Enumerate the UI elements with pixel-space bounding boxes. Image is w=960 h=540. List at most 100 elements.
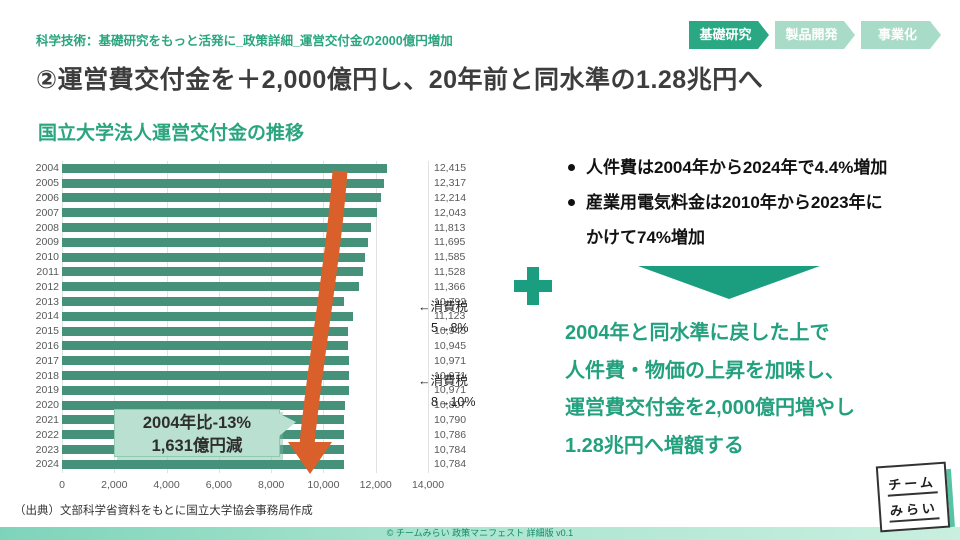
chart-row: 2013 10,792 [30,294,500,309]
value-label: 11,813 [434,221,466,234]
year-label: 2015 [35,325,59,338]
year-label: 2005 [35,177,59,190]
year-label: 2007 [35,206,59,219]
annotation-tax-8-10: ←消費税 8→10% [418,374,476,409]
chart-rows: 2004 12,415 2005 12,317 2006 12,214 2007 12,043… [30,161,500,472]
plus-icon [514,267,552,305]
year-label: 2004 [35,162,59,175]
value-label: 10,784 [434,458,467,471]
year-label: 2012 [35,280,59,293]
year-label: 2013 [35,295,59,308]
year-label: 2019 [35,384,59,397]
chart-row: 2012 11,366 [30,279,500,294]
value-label: 11,123 [434,310,466,323]
bar-2020 [62,400,345,410]
x-tick-label: 14,000 [411,479,445,491]
value-label: 10,792 [434,295,467,308]
x-axis: 0 2,000 4,000 6,000 8,000 10,000 12,000 14,000 [59,479,444,495]
badge-basic-research[interactable]: 基礎研究 [689,21,769,49]
year-label: 2024 [35,458,59,471]
logo-front-card: チーム みらい [875,461,951,533]
chart-row: 2017 10,971 [30,353,500,368]
x-tick-label: 12,000 [359,479,392,491]
badge-product-dev[interactable]: 製品開発 [775,21,855,49]
chart-row: 2008 11,813 [30,220,500,235]
bar-2011 [62,267,364,277]
source-note: （出典）文部科学省資料をもとに国立大学協会事務局作成 [14,505,313,517]
callout-decline: 2004年比-13% 1,631億円減 [114,409,296,457]
chart-row: 2011 11,528 [30,265,500,280]
chart-row: 2020 10,807 [30,398,500,413]
down-triangle-icon [638,266,820,299]
badge-commercialization[interactable]: 事業化 [861,21,941,49]
bar-2005 [62,178,384,188]
chart-row: 2006 12,214 [30,191,500,206]
bar-2008 [62,223,371,233]
page-title: ②運営費交付金を＋2,000億円し、20年前と同水準の1.28兆円へ [36,66,764,94]
x-tick-label: 6,000 [205,479,232,491]
x-tick-label: 8,000 [258,479,285,491]
value-label: 11,366 [434,280,466,293]
chart-row: 2016 10,945 [30,339,500,354]
bar-2015 [62,326,349,336]
bar-2013 [62,297,345,307]
chart-title: 国立大学法人運営交付金の推移 [38,123,305,144]
chart-row: 2009 11,695 [30,235,500,250]
bar-2016 [62,341,349,351]
year-label: 2016 [35,339,59,352]
year-label: 2011 [36,265,59,278]
value-label: 10,945 [434,325,467,338]
value-label: 10,786 [434,428,467,441]
chart-row: 2024 10,784 [30,457,500,472]
year-label: 2008 [35,221,59,234]
year-label: 2022 [35,428,59,441]
chart-row: 2015 10,945 [30,324,500,339]
bar-2012 [62,282,360,292]
footer-bar: © チームみらい 政策マニフェスト 詳細版 v0.1 [0,527,960,540]
gridline [428,161,429,473]
x-tick-label: 4,000 [153,479,180,491]
stage-badges: 基礎研究 製品開発 事業化 [689,21,941,49]
bar-2006 [62,193,382,203]
year-label: 2023 [35,443,59,456]
bar-2024 [62,459,344,469]
fact-bullets: 人件費は2004年から2024年で4.4%増加 産業用電気料金は2010年から2… [563,150,933,255]
x-tick-label: 10,000 [307,479,340,491]
value-label: 12,317 [434,177,467,190]
value-label: 10,784 [434,443,467,456]
value-label: 10,971 [434,384,467,397]
breadcrumb: 科学技術：基礎研究をもっと活発に_政策詳細_運営交付金の2000億円増加 [36,34,453,48]
value-label: 10,945 [434,339,467,352]
gridline [375,161,377,473]
year-label: 2018 [35,369,59,382]
bullet-electricity: 産業用電気料金は2010年から2023年に かけて74%増加 [563,185,933,255]
year-label: 2006 [35,191,59,204]
value-label: 11,585 [434,251,466,264]
year-label: 2020 [35,399,59,412]
x-tick-label: 2,000 [101,479,128,491]
conclusion-text: 2004年と同水準に戻した上で 人件費・物価の上昇を加味し、 運営費交付金を2,… [565,322,856,457]
bar-chart: 2004 12,415 2005 12,317 2006 12,214 2007 12,043… [30,161,500,511]
value-label: 11,528 [434,265,466,278]
year-label: 2021 [35,413,59,426]
bar-2007 [62,208,377,218]
value-label: 11,695 [434,236,466,249]
bullet-labor-cost: 人件費は2004年から2024年で4.4%増加 [563,150,933,185]
chart-row: 2005 12,317 [30,176,500,191]
value-label: 12,043 [434,206,467,219]
bar-2017 [62,356,349,366]
bar-2014 [62,311,353,321]
chart-row: 2019 10,971 [30,383,500,398]
bar-2004 [62,163,387,173]
bar-2019 [62,385,349,395]
chart-row: 2014 11,123 [30,309,500,324]
year-label: 2014 [35,310,59,323]
value-label: 10,807 [434,399,467,412]
bar-2018 [62,371,349,381]
year-label: 2009 [35,236,59,249]
team-mirai-logo: チーム みらい [874,461,960,538]
chart-row: 2004 12,415 [30,161,500,176]
value-label: 10,790 [434,413,467,426]
value-label: 12,415 [434,162,467,175]
